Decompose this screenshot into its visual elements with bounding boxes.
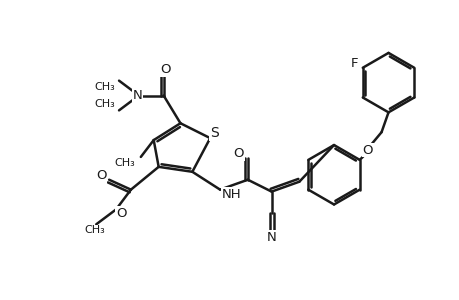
Text: CH₃: CH₃	[114, 158, 134, 168]
Text: CH₃: CH₃	[94, 99, 115, 110]
Text: NH: NH	[222, 188, 241, 201]
Text: N: N	[133, 89, 142, 102]
Text: CH₃: CH₃	[84, 225, 104, 235]
Text: F: F	[350, 57, 358, 70]
Text: CH₃: CH₃	[94, 82, 115, 92]
Text: O: O	[116, 207, 126, 220]
Text: S: S	[209, 126, 218, 140]
Text: O: O	[96, 169, 106, 182]
Text: N: N	[266, 231, 276, 244]
Text: O: O	[160, 63, 170, 76]
Text: O: O	[233, 148, 244, 160]
Text: O: O	[362, 143, 372, 157]
